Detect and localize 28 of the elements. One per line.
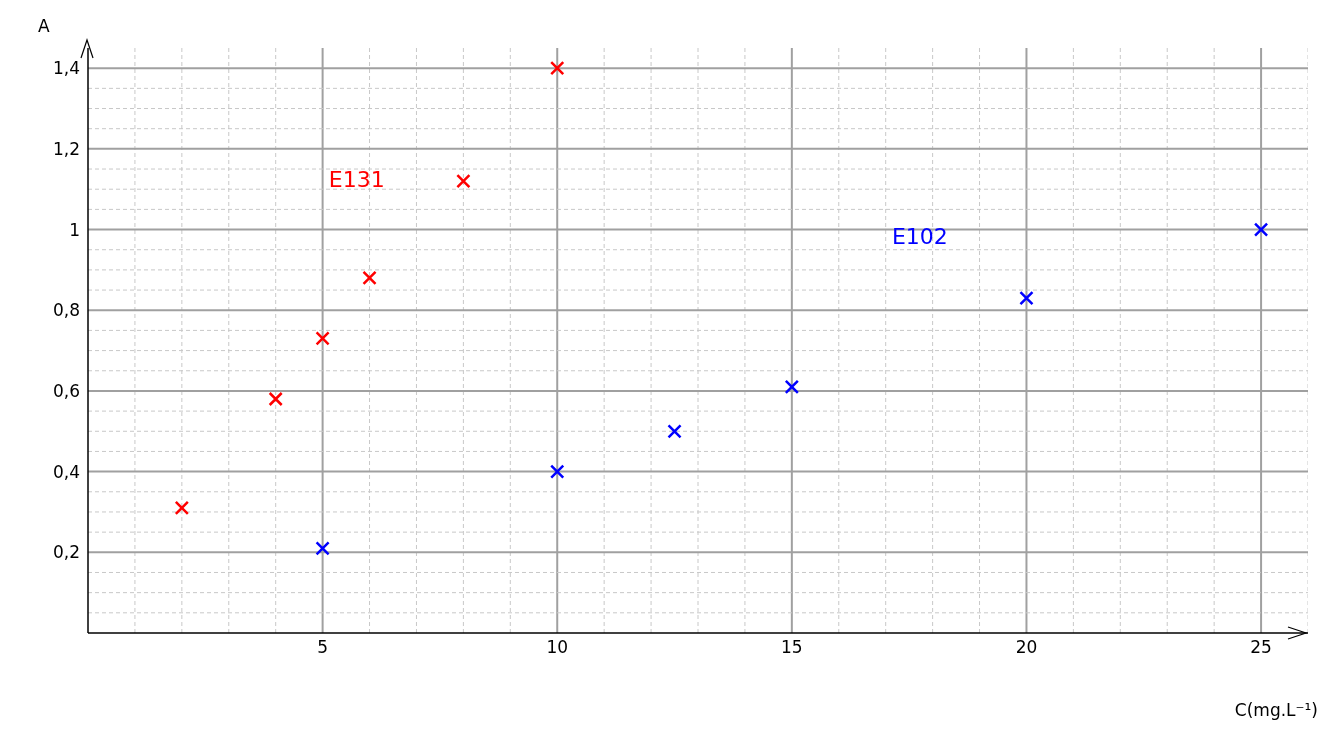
text: E131 bbox=[328, 166, 385, 192]
y-tick-label: 0,2 bbox=[52, 542, 80, 563]
point bbox=[667, 424, 682, 439]
y-tick-label: 1 bbox=[69, 219, 80, 240]
point bbox=[1253, 222, 1269, 237]
x-tick-label: 20 bbox=[1015, 637, 1038, 658]
point bbox=[784, 379, 800, 395]
y-tick-label: 1,4 bbox=[52, 58, 80, 79]
point bbox=[456, 173, 471, 189]
point bbox=[362, 270, 377, 286]
point bbox=[549, 60, 565, 76]
point bbox=[174, 500, 190, 516]
x-tick-label: 15 bbox=[781, 637, 803, 658]
y-tick-label: 0,4 bbox=[52, 461, 80, 482]
point bbox=[549, 464, 565, 479]
point bbox=[268, 391, 283, 407]
point bbox=[1019, 290, 1034, 306]
x-axis-title: C(mg.L⁻¹) bbox=[1234, 700, 1318, 720]
y-tick-label: 0,6 bbox=[52, 380, 80, 401]
text: E102 bbox=[891, 223, 948, 249]
point bbox=[315, 541, 330, 556]
x-tick-label: 5 bbox=[317, 637, 329, 658]
point bbox=[315, 331, 330, 346]
y-tick-label: 1,2 bbox=[52, 138, 80, 159]
x-tick-label: 25 bbox=[1250, 637, 1272, 658]
y-tick-label: 0,8 bbox=[52, 300, 80, 321]
y-axis-title: A bbox=[38, 16, 50, 36]
x-tick-label: 10 bbox=[546, 637, 569, 658]
